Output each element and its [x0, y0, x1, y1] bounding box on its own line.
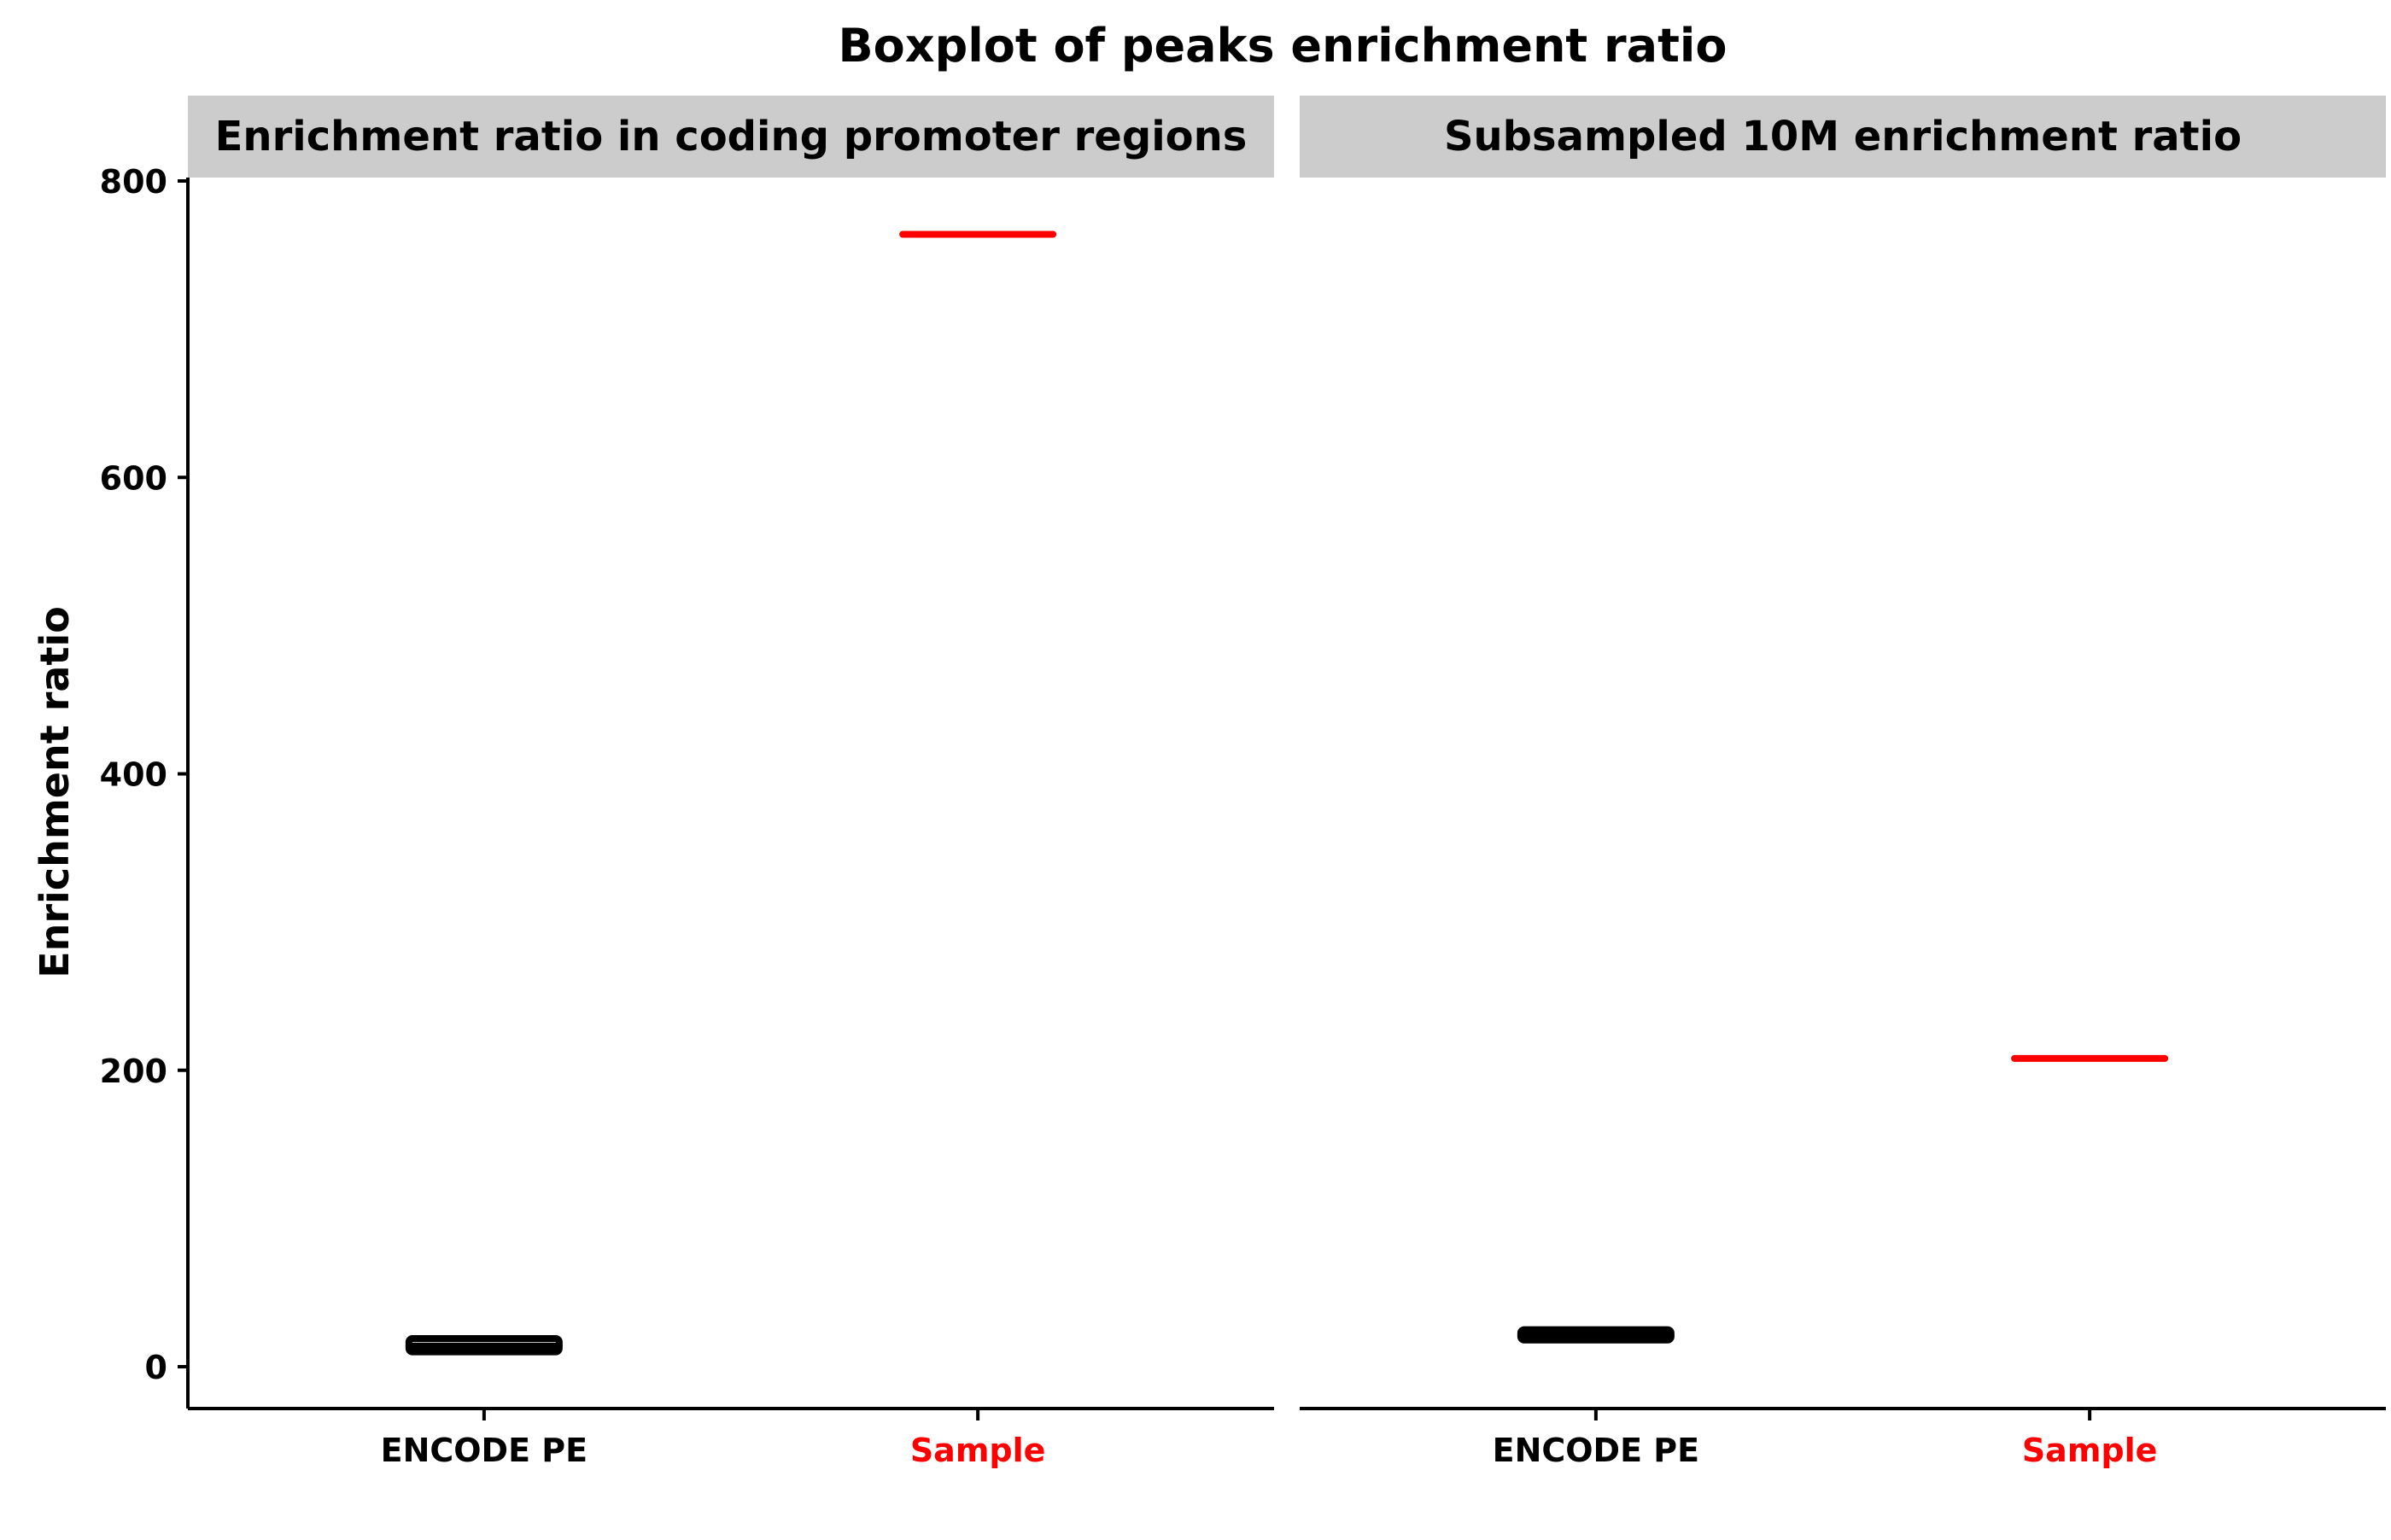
panel-strip: [1300, 96, 2386, 178]
y-axis-label: Enrichment ratio: [32, 606, 78, 978]
x-tick-label: Sample: [910, 1432, 1046, 1469]
panel-strip-label: Subsampled 10M enrichment ratio: [1444, 113, 2242, 160]
plot-layer: 0 200 400 600 800 Enrichment ratio in coding …: [100, 96, 2386, 1469]
x-tick-label: ENCODE PE: [1493, 1432, 1700, 1469]
y-tick-label: 600: [100, 459, 167, 497]
x-tick-label: ENCODE PE: [381, 1432, 588, 1469]
y-tick-label: 0: [145, 1349, 167, 1386]
y-tick-label: 800: [100, 163, 167, 201]
panel-strip-label: Enrichment ratio in coding promoter regi…: [215, 113, 1248, 160]
x-tick-label: Sample: [2022, 1432, 2158, 1469]
y-tick-label: 200: [100, 1053, 167, 1090]
y-tick-label: 400: [100, 756, 167, 794]
chart-title: Boxplot of peaks enrichment ratio: [838, 19, 1727, 73]
panel-strip: [188, 96, 1274, 178]
